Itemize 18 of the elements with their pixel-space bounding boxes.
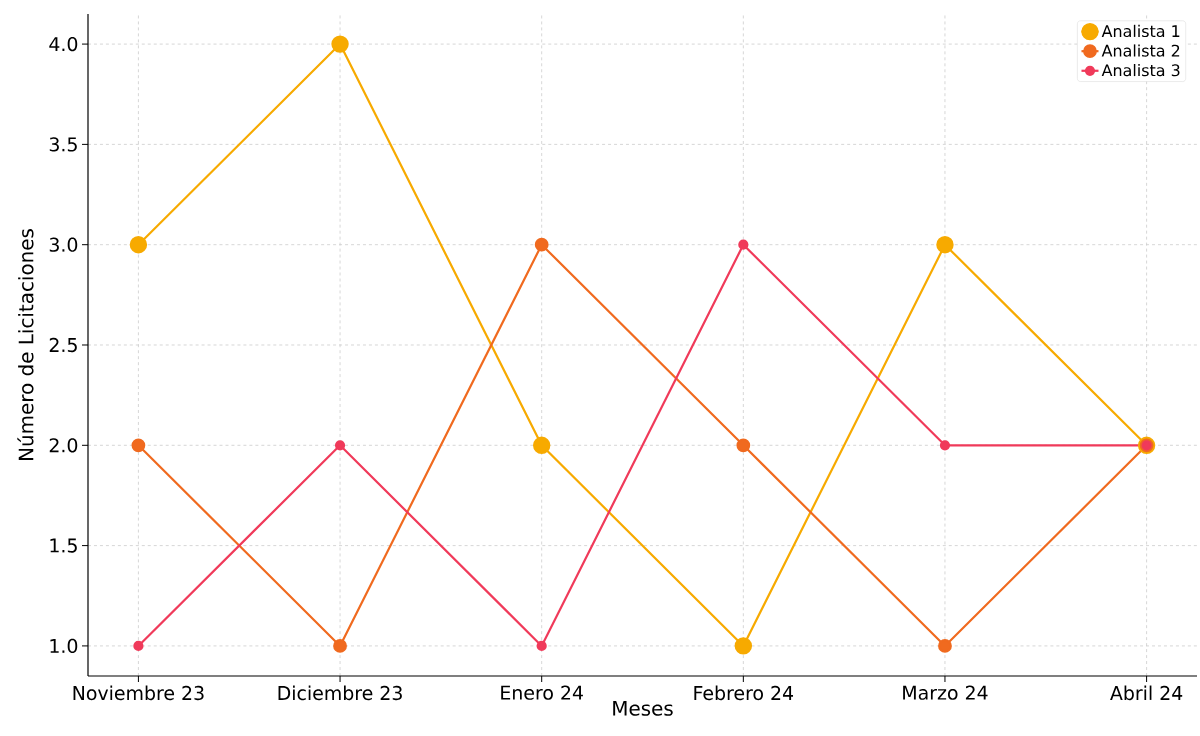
y-tick-label: 1.0: [50, 638, 78, 654]
x-tick-label: Enero 24: [501, 685, 583, 700]
y-tick-label: 2.5: [49, 337, 77, 353]
legend-label: Analista 3: [1101, 63, 1180, 77]
legend-label: Analista 2: [1101, 44, 1180, 57]
x-tick-label: Febrero 24: [694, 685, 794, 701]
y-tick-label: 4.0: [49, 36, 78, 52]
x-axis-title: Meses: [613, 701, 673, 716]
y-tick-label: 1.5: [50, 538, 77, 553]
y-tick-label: 3.5: [49, 137, 77, 152]
x-tick-label: Diciembre 23: [278, 685, 402, 701]
x-tick-label: Noviembre 23: [73, 685, 204, 701]
x-tick-label: Abril 24: [1110, 685, 1183, 701]
x-tick-label: Marzo 24: [903, 685, 988, 700]
legend-label: Analista 1: [1101, 24, 1180, 38]
y-tick-label: 3.0: [49, 237, 78, 252]
y-axis-title: Número de Licitaciones: [17, 229, 34, 460]
y-tick-label: 2.0: [49, 438, 78, 453]
